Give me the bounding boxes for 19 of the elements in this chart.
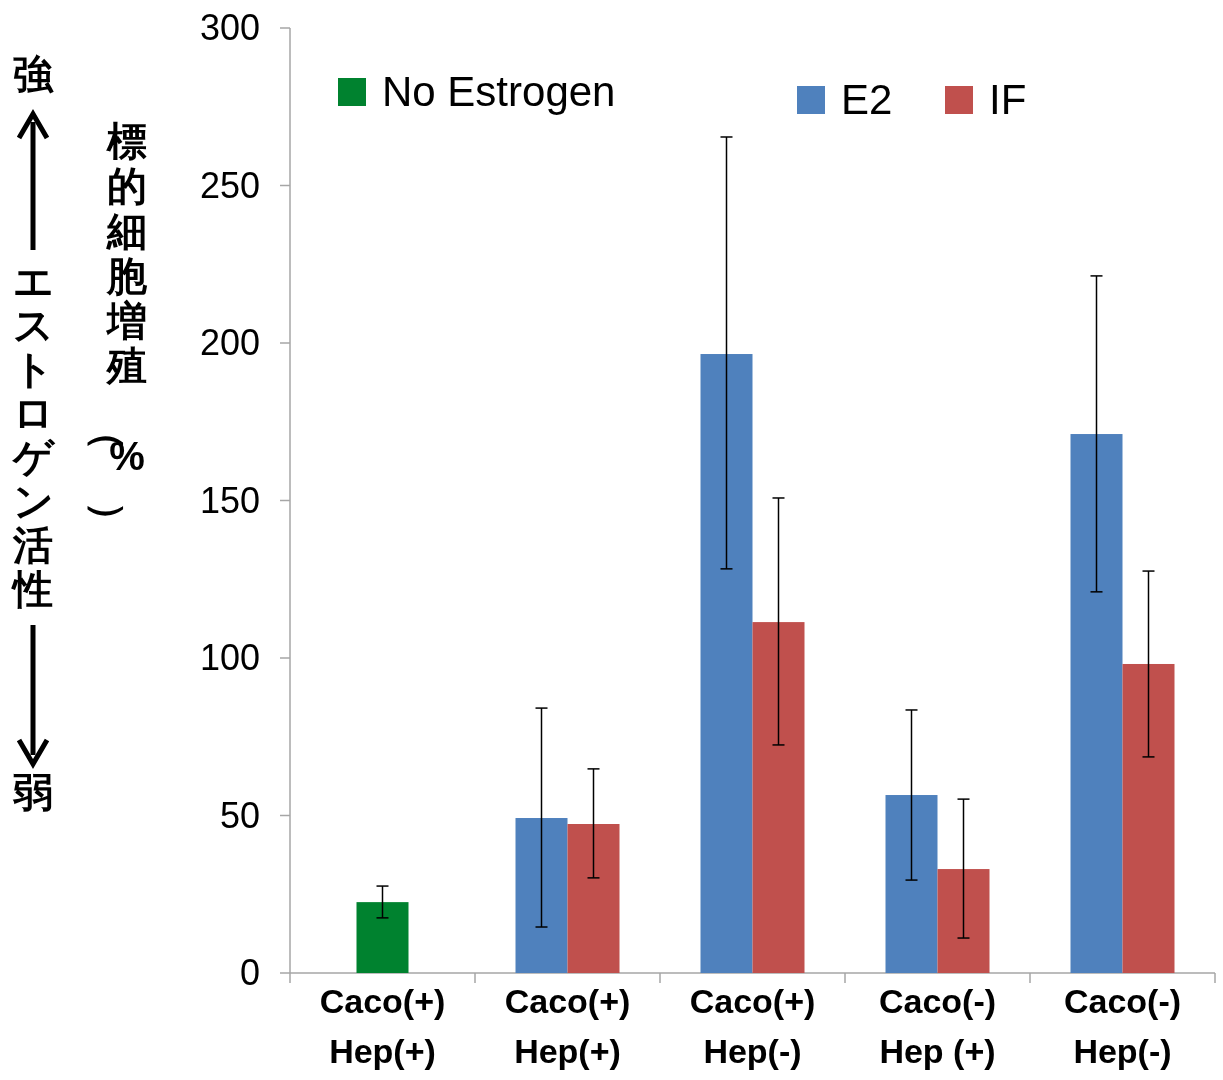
- legend-label: E2: [841, 76, 893, 123]
- y-tick-label: 300: [199, 7, 260, 48]
- text: 標的細胞増殖（%）: [87, 119, 147, 541]
- x-tick-label: Caco(+) Hep(+): [504, 982, 631, 1070]
- y-tick-label: 200: [199, 322, 260, 363]
- y-tick-label: 100: [199, 637, 260, 678]
- legend-label: IF: [989, 76, 1027, 123]
- x-tick-label: Caco(-) Hep(-): [1063, 982, 1182, 1070]
- text: 弱: [12, 770, 53, 814]
- y-tick-label: 150: [199, 479, 260, 521]
- y-tick-label: 250: [199, 164, 260, 206]
- x-tick-label: Caco(-) Hep (+): [878, 982, 997, 1070]
- legend-label: No Estrogen: [382, 68, 616, 115]
- x-tick-label: Caco(+) Hep(+): [319, 982, 446, 1070]
- text: 強: [13, 52, 54, 96]
- y-tick-label: 50: [219, 794, 260, 836]
- y-tick-label: 0: [239, 952, 260, 993]
- x-tick-label: Caco(+) Hep(-): [689, 982, 816, 1070]
- text: エストロゲン活性: [10, 259, 56, 611]
